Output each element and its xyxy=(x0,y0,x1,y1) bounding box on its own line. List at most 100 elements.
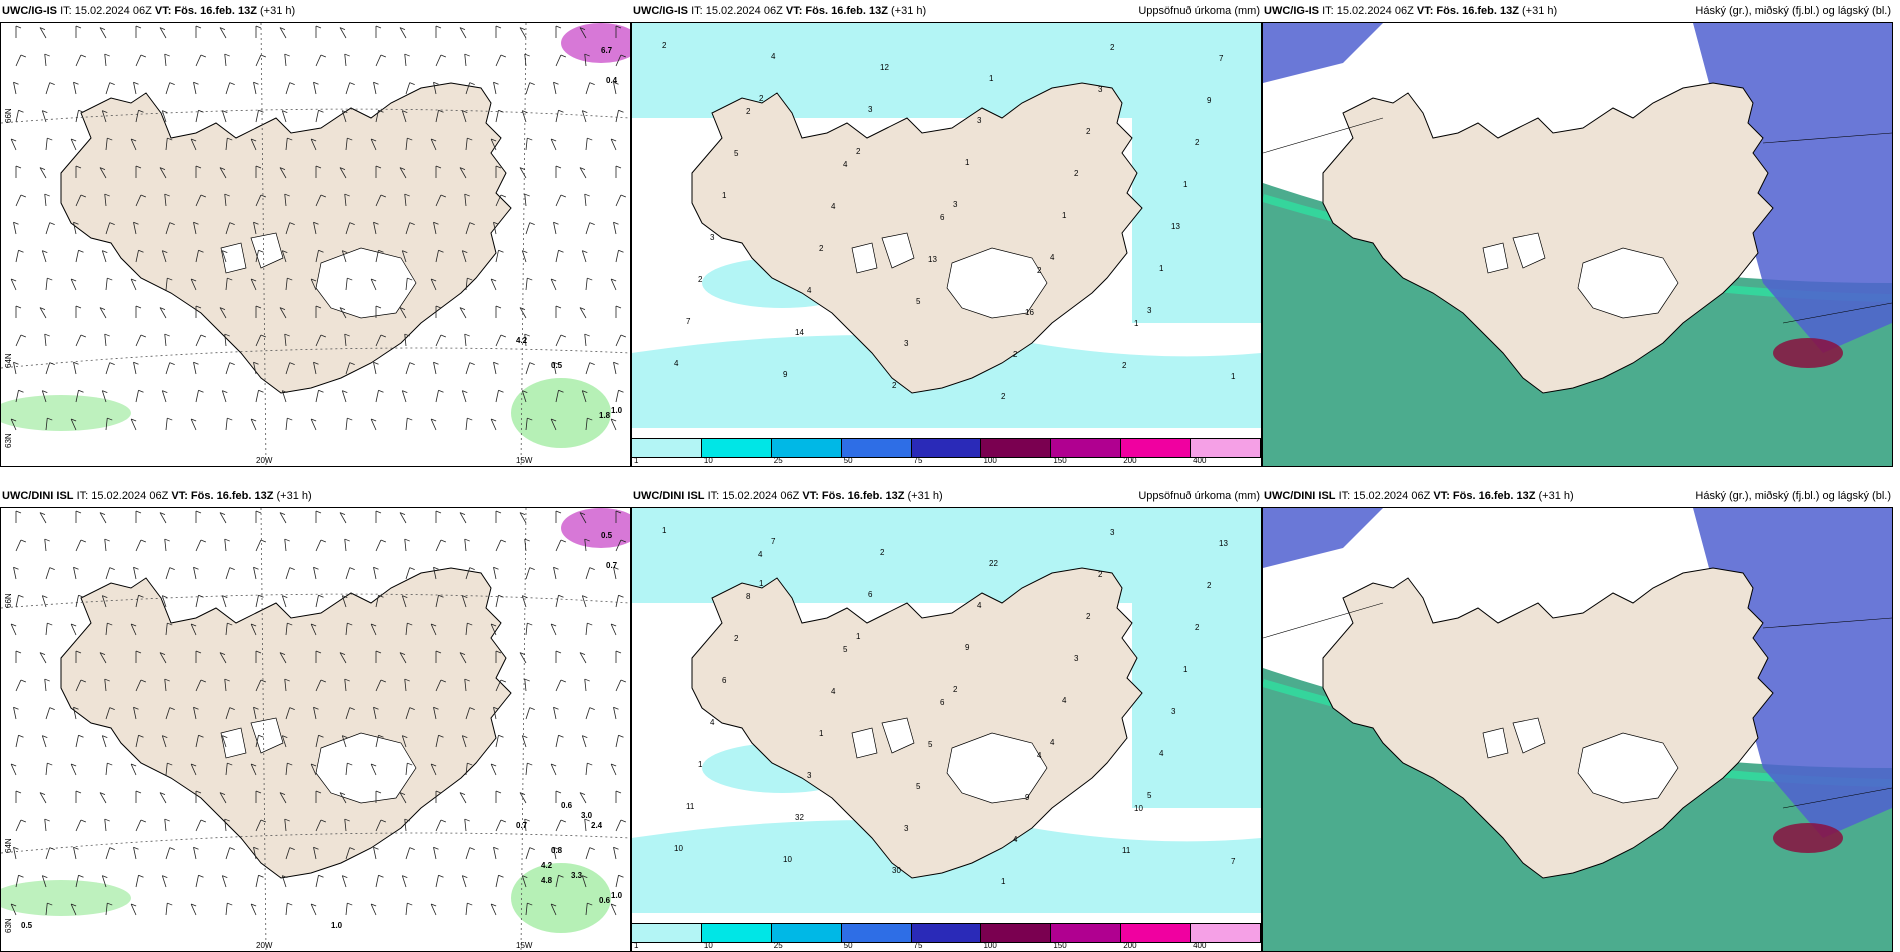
precip-area xyxy=(1132,508,1261,808)
wind-barb-flag xyxy=(349,567,355,570)
colorbar-swatch xyxy=(1051,439,1122,457)
wind-barb-flag xyxy=(467,622,473,626)
precip-value-label: 1 xyxy=(698,760,703,769)
boundary-line xyxy=(1782,302,1892,324)
wind-barb-flag xyxy=(613,361,619,365)
wind-barb xyxy=(133,707,137,720)
glacier-outline xyxy=(220,242,247,274)
wind-barb-flag xyxy=(462,735,468,738)
wind-barb xyxy=(579,307,587,319)
wind-barb xyxy=(310,623,317,636)
wind-barb-flag xyxy=(375,510,382,514)
wind-barb-flag xyxy=(550,138,557,142)
wind-barb xyxy=(105,278,108,291)
init-time: IT: 15.02.2024 06Z xyxy=(1338,490,1431,502)
wind-barb xyxy=(164,334,167,347)
wind-barb xyxy=(405,623,408,636)
wind-barb-flag xyxy=(138,734,144,738)
wind-barb-flag xyxy=(615,510,622,514)
wind-barb-flag xyxy=(469,567,475,570)
wind-barb-flag xyxy=(78,734,84,738)
boundary-line xyxy=(1263,602,1384,639)
precip-value-label: 13 xyxy=(1171,222,1180,231)
wind-barb-flag xyxy=(250,623,257,627)
wind-barb xyxy=(255,334,262,347)
wind-barb xyxy=(613,82,617,95)
wind-barb-flag xyxy=(610,623,617,627)
glacier-outline xyxy=(1577,732,1679,804)
wind-barb xyxy=(495,194,502,207)
wind-barb xyxy=(550,763,557,776)
wind-barb-flag xyxy=(138,874,144,878)
wind-barb-flag xyxy=(15,650,22,654)
lat-label: 63N xyxy=(4,433,13,448)
wind-barb-flag xyxy=(373,566,379,570)
parallel-line xyxy=(1,593,630,609)
wind-barb-flag xyxy=(253,221,259,225)
wind-barb-flag xyxy=(407,622,413,626)
wind-barb-flag xyxy=(610,903,617,907)
wind-barb xyxy=(279,27,287,39)
wind-barb xyxy=(519,652,527,664)
wind-barb xyxy=(465,278,468,291)
wind-barb-flag xyxy=(430,623,437,627)
precip-value-label: 4 xyxy=(843,160,848,169)
wind-barb xyxy=(585,623,588,636)
wind-barb xyxy=(405,903,408,916)
wind-barb-flag xyxy=(550,623,557,627)
wind-barb xyxy=(345,222,351,235)
colorbar-tick-label: 10 xyxy=(703,941,713,950)
wind-barb-flag xyxy=(495,25,502,29)
wind-barb-flag xyxy=(315,650,322,654)
wind-barb-flag xyxy=(75,305,82,309)
colorbar-swatch xyxy=(771,439,842,457)
wind-barb xyxy=(165,362,171,375)
wind-barb xyxy=(459,167,467,179)
wind-barb xyxy=(464,539,467,552)
wind-barb xyxy=(493,82,497,95)
wind-barb-flag xyxy=(438,249,444,253)
wind-barb-flag xyxy=(529,707,535,710)
valid-time: VT: Fös. 16.feb. 13Z xyxy=(171,490,274,502)
lead-time: (+31 h) xyxy=(260,5,296,17)
wind-barb xyxy=(130,623,137,636)
wind-barb-flag xyxy=(47,622,53,626)
wind-barb xyxy=(405,707,411,720)
wind-barb xyxy=(433,82,437,95)
wind-barb xyxy=(579,512,587,524)
wind-barb-flag xyxy=(404,333,410,337)
wind-barb xyxy=(525,278,528,291)
wind-barb-flag xyxy=(522,250,528,253)
init-time: IT: 15.02.2024 06Z xyxy=(76,490,169,502)
wind-barb-flag xyxy=(529,567,535,570)
colorbar-swatch xyxy=(1051,924,1122,942)
wind-barb-flag xyxy=(560,819,567,823)
wind-barb xyxy=(190,763,197,776)
wind-barb xyxy=(135,194,142,207)
wind-barb xyxy=(101,110,107,123)
wind-barb xyxy=(159,307,167,319)
wind-barb xyxy=(225,418,228,431)
wind-barb xyxy=(315,539,322,552)
wind-barb-flag xyxy=(169,567,175,570)
wind-barb-flag xyxy=(615,165,622,169)
wind-barb-flag xyxy=(558,874,564,878)
wind-barb-flag xyxy=(279,652,286,655)
wind-barb xyxy=(310,903,317,916)
wind-barb-flag xyxy=(462,390,468,393)
wind-barb-flag xyxy=(135,650,142,654)
wind-barb xyxy=(461,390,467,403)
wind-barb xyxy=(550,418,557,431)
meridian-line xyxy=(260,23,267,466)
wind-barb xyxy=(584,334,587,347)
wind-barb-flag xyxy=(133,706,139,710)
wind-barb xyxy=(405,138,408,151)
precip-value-label: 1 xyxy=(759,579,764,588)
wind-barb xyxy=(550,278,557,291)
wind-barb-flag xyxy=(42,390,48,393)
wind-barb xyxy=(555,875,559,888)
wind-barb-flag xyxy=(310,138,317,142)
wind-barb xyxy=(464,194,467,207)
wind-barb xyxy=(225,567,231,580)
wind-barb-flag xyxy=(613,566,619,570)
